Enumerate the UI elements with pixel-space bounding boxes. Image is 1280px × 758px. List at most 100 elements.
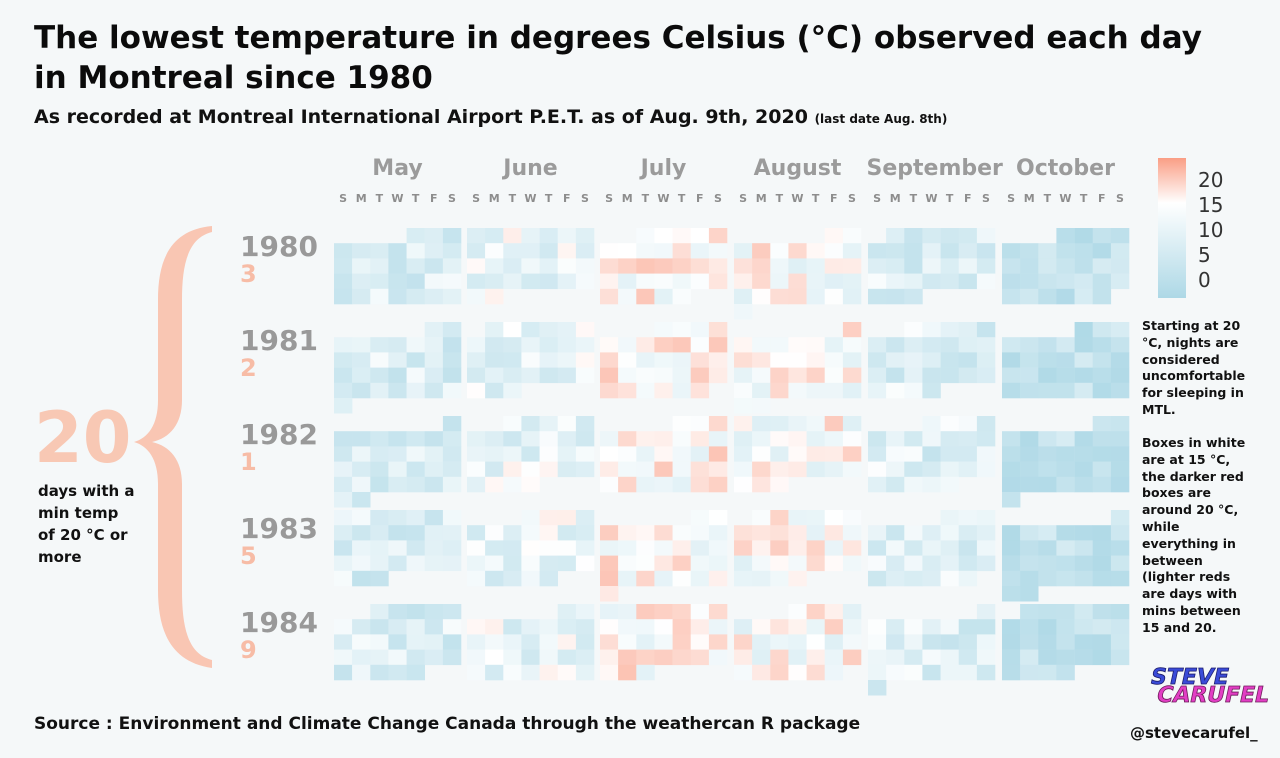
- heatmap-cell: [557, 604, 577, 620]
- heatmap-cell: [352, 649, 371, 666]
- heatmap-cell: [842, 431, 862, 447]
- heatmap-cells: [334, 228, 1130, 696]
- heatmap-cell: [976, 634, 996, 650]
- heatmap-cell: [521, 510, 540, 526]
- heatmap-cell: [1038, 367, 1057, 384]
- heatmap-cell: [940, 476, 959, 493]
- heatmap-cell: [467, 634, 486, 650]
- heatmap-cell: [842, 288, 862, 305]
- heatmap-cell: [904, 367, 923, 384]
- heatmap-cell: [467, 258, 486, 274]
- heatmap-cell: [557, 446, 577, 462]
- heatmap-cell: [1056, 540, 1075, 556]
- legend-tick-label: 20: [1198, 168, 1224, 192]
- heatmap-cell: [922, 446, 941, 462]
- heatmap-cell: [976, 619, 996, 635]
- heatmap-cell: [904, 382, 923, 399]
- heatmap-cell: [1110, 258, 1130, 274]
- heatmap-cell: [442, 540, 462, 556]
- heatmap-cell: [708, 570, 728, 587]
- legend-tick-label: 15: [1198, 193, 1224, 217]
- heatmap-cell: [618, 367, 637, 384]
- heatmap-cell: [352, 446, 371, 462]
- heatmap-cell: [690, 510, 710, 526]
- heatmap-cell: [770, 258, 789, 274]
- heatmap-cell: [539, 570, 558, 587]
- day-of-week-label: S: [873, 192, 882, 205]
- heatmap-cell: [575, 273, 595, 290]
- heatmap-cell: [904, 634, 923, 650]
- heatmap-cell: [904, 288, 923, 305]
- heatmap-cell: [672, 288, 691, 305]
- heatmap-cell: [636, 525, 655, 541]
- heatmap-cell: [788, 570, 807, 587]
- heatmap-cell: [940, 634, 959, 650]
- heatmap-cell: [334, 352, 353, 368]
- heatmap-cell: [868, 382, 887, 399]
- heatmap-cell: [958, 273, 978, 290]
- heatmap-cell: [539, 525, 558, 541]
- heatmap-cell: [904, 619, 923, 635]
- heatmap-cell: [618, 352, 637, 368]
- heatmap-cell: [654, 570, 673, 587]
- heatmap-cell: [503, 258, 522, 274]
- heatmap-cell: [1074, 288, 1093, 305]
- heatmap-cell: [734, 664, 753, 681]
- heatmap-cell: [976, 367, 996, 384]
- heatmap-cell: [575, 367, 595, 384]
- heatmap-cell: [467, 288, 486, 305]
- heatmap-cell: [672, 649, 691, 666]
- heatmap-cell: [788, 382, 807, 399]
- heatmap-cell: [958, 228, 978, 244]
- heatmap-cell: [370, 555, 389, 572]
- heatmap-cell: [352, 492, 371, 508]
- heatmap-cell: [557, 431, 577, 447]
- heatmap-cell: [467, 649, 486, 666]
- heatmap-cell: [1074, 540, 1093, 556]
- heatmap-cell: [672, 461, 691, 478]
- heatmap-cell: [467, 382, 486, 399]
- heatmap-cell: [958, 322, 978, 338]
- heatmap-cell: [539, 634, 558, 650]
- heatmap-cell: [539, 337, 558, 353]
- heatmap-cell: [1074, 555, 1093, 572]
- heatmap-cell: [557, 664, 577, 681]
- heatmap-cell: [442, 273, 462, 290]
- heatmap-cell: [654, 228, 673, 244]
- day-of-week-label: S: [847, 192, 856, 205]
- heatmap-cell: [1002, 273, 1021, 290]
- heatmap-cell: [958, 337, 978, 353]
- heatmap-cell: [904, 352, 923, 368]
- heatmap-cell: [1092, 288, 1112, 305]
- heatmap-cell: [788, 273, 807, 290]
- heatmap-cell: [388, 337, 407, 353]
- heatmap-cell: [1056, 367, 1075, 384]
- heatmap-cell: [770, 431, 789, 447]
- heatmap-cell: [1020, 431, 1039, 447]
- heatmap-cell: [1110, 367, 1130, 384]
- heatmap-cell: [539, 258, 558, 274]
- heatmap-cell: [503, 273, 522, 290]
- heatmap-cell: [1002, 619, 1021, 635]
- heatmap-cell: [868, 243, 887, 259]
- heatmap-cell: [868, 461, 887, 478]
- heatmap-cell: [1074, 273, 1093, 290]
- heatmap-cell: [868, 525, 887, 541]
- heatmap-cell: [1074, 228, 1093, 244]
- chart-subtitle: As recorded at Montreal International Ai…: [34, 106, 947, 128]
- heatmap-cell: [600, 382, 619, 399]
- heatmap-cell: [539, 664, 558, 681]
- heatmap-cell: [1038, 243, 1057, 259]
- heatmap-cell: [690, 446, 710, 462]
- heatmap-cell: [708, 540, 728, 556]
- heatmap-cell: [539, 540, 558, 556]
- heatmap-cell: [690, 273, 710, 290]
- heatmap-cell: [1002, 352, 1021, 368]
- heatmap-cell: [1002, 446, 1021, 462]
- heatmap-cell: [1056, 352, 1075, 368]
- heatmap-cell: [618, 431, 637, 447]
- heatmap-cell: [521, 243, 540, 259]
- heatmap-cell: [1092, 540, 1112, 556]
- heatmap-cell: [600, 634, 619, 650]
- heatmap-cell: [467, 619, 486, 635]
